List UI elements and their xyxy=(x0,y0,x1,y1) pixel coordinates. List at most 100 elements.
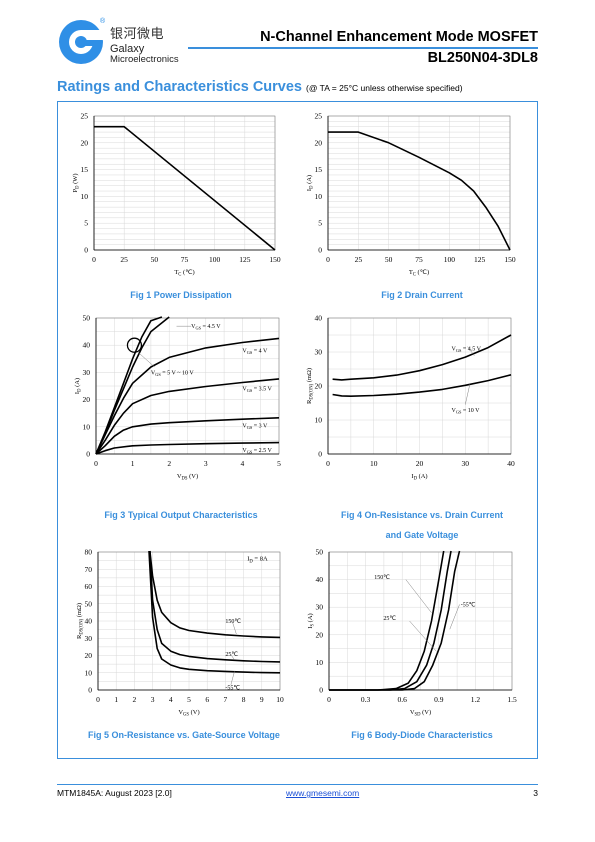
y-tick-label: 15 xyxy=(81,165,89,174)
y-tick-label: 40 xyxy=(85,617,93,626)
header-rule xyxy=(188,47,538,49)
y-tick-label: 5 xyxy=(84,219,88,228)
series-label: VGS = 4.5 V xyxy=(191,324,221,331)
label-leader-line xyxy=(465,384,471,405)
x-tick-label: 1.2 xyxy=(471,695,481,704)
plot-grid xyxy=(97,551,281,691)
label-leader-line xyxy=(230,654,235,660)
galaxy-logo-icon xyxy=(59,20,105,64)
series-line xyxy=(95,378,280,455)
label-leader-line xyxy=(467,346,475,356)
y-axis-label: RDS(ON) (mΩ) xyxy=(306,368,315,404)
y-axis-label: PD (W) xyxy=(72,173,81,192)
footer-page-number: 3 xyxy=(533,788,538,798)
y-tick-label: 0 xyxy=(318,246,322,255)
section-title: Ratings and Characteristics Curves (@ TA… xyxy=(57,79,463,95)
y-tick-label: 30 xyxy=(315,348,323,357)
caption-fig1: Fig 1 Power Dissipation xyxy=(130,290,232,300)
x-tick-label: 75 xyxy=(181,255,189,264)
x-axis-label: TC (℃) xyxy=(174,269,194,278)
fig6-svg: 0 0.3 0.6 0.9 1.2 1.5 0 10 20 30 40 50 VSD (V) IS (A)… xyxy=(307,548,517,718)
y-axis-label: ID (A) xyxy=(306,175,315,191)
y-tick-label: 20 xyxy=(316,630,324,639)
fig1-svg: 0 25 50 75 100 125 150 0 5 10 15 20 25 TC (℃) PD (W) xyxy=(72,112,281,278)
series-line xyxy=(332,374,512,397)
x-tick-label: 0.3 xyxy=(361,695,371,704)
caption-fig4-line2: and Gate Voltage xyxy=(385,530,459,540)
caption-fig5: Fig 5 On-Resistance vs. Gate-Source Volt… xyxy=(88,730,280,740)
y-axis-label: RDS(ON) (mΩ) xyxy=(76,603,85,639)
y-axis-label-group: ID (A) xyxy=(74,378,83,394)
caption-fig2: Fig 2 Drain Current xyxy=(381,290,463,300)
x-tick-label: 5 xyxy=(277,459,281,468)
y-axis-label-group: PD (W) xyxy=(72,173,81,192)
chart-annotation: ID = 8A xyxy=(247,556,268,565)
series-line xyxy=(95,441,280,455)
plot-grid xyxy=(93,115,276,251)
x-tick-label: 0 xyxy=(92,255,96,264)
x-axis-label: ID (A) xyxy=(411,473,427,482)
label-leader-line xyxy=(230,671,235,685)
label-leader-line xyxy=(405,579,432,613)
y-tick-label: 0 xyxy=(88,686,92,695)
footer-link[interactable]: www.gmesemi.com xyxy=(286,788,360,798)
y-tick-label: 40 xyxy=(316,575,324,584)
caption-fig4: Fig 4 On-Resistance vs. Drain Current xyxy=(340,510,504,520)
x-tick-label: 0 xyxy=(326,459,330,468)
figure-on-resistance-vs-drain-current: 0 10 20 30 40 0 10 20 30 40 ID (A) RDS(ON) (mΩ) VGS … xyxy=(303,312,523,487)
y-tick-label: 70 xyxy=(85,565,93,574)
logo-name: Galaxy xyxy=(110,43,145,55)
document-title: N-Channel Enhancement Mode MOSFET xyxy=(260,29,538,45)
y-tick-label: 40 xyxy=(83,341,91,350)
part-number: BL250N04-3DL8 xyxy=(427,50,538,66)
label-leader-line xyxy=(136,350,155,368)
y-tick-label: 20 xyxy=(81,138,89,147)
x-tick-label: 50 xyxy=(151,255,159,264)
x-tick-label: 0 xyxy=(94,459,98,468)
series-line xyxy=(148,550,281,674)
y-tick-label: 60 xyxy=(85,582,93,591)
x-axis-label: TC (℃) xyxy=(409,269,429,278)
x-tick-label: 4 xyxy=(169,695,173,704)
y-axis-label: IS (A) xyxy=(307,613,316,628)
y-axis-label-group: IS (A) xyxy=(307,613,316,628)
x-tick-label: 4 xyxy=(241,459,245,468)
footer-rule xyxy=(57,784,538,785)
series-label: VGS = 3.5 V xyxy=(242,387,272,394)
series-label: 150℃ xyxy=(225,619,241,625)
y-tick-label: 10 xyxy=(85,668,93,677)
y-axis-label-group: RDS(ON) (mΩ) xyxy=(76,603,85,639)
series-line xyxy=(149,550,281,639)
x-axis-label: VSD (V) xyxy=(410,709,431,718)
y-tick-label: 20 xyxy=(315,138,323,147)
y-tick-label: 10 xyxy=(83,422,91,431)
y-tick-label: 0 xyxy=(319,686,323,695)
series-label: -55℃ xyxy=(461,602,476,608)
x-tick-label: 25 xyxy=(355,255,363,264)
plot-grid xyxy=(327,115,511,251)
x-tick-label: 150 xyxy=(269,255,281,264)
y-tick-label: 50 xyxy=(316,548,324,557)
x-tick-label: 5 xyxy=(187,695,191,704)
y-tick-label: 30 xyxy=(85,634,93,643)
x-tick-label: 9 xyxy=(260,695,264,704)
series-label: VGS = 4 V xyxy=(242,349,268,356)
x-tick-label: 125 xyxy=(239,255,251,264)
plot-grid xyxy=(327,317,512,455)
y-tick-label: 10 xyxy=(315,416,323,425)
y-tick-label: 0 xyxy=(86,450,90,459)
series-line xyxy=(332,334,512,381)
caption-fig6: Fig 6 Body-Diode Characteristics xyxy=(351,730,493,740)
series-label: VGS = 2.5 V xyxy=(242,448,272,455)
y-tick-label: 5 xyxy=(318,219,322,228)
x-tick-label: 6 xyxy=(205,695,209,704)
y-tick-label: 20 xyxy=(85,651,93,660)
figure-power-dissipation: 0 25 50 75 100 125 150 0 5 10 15 20 25 TC (℃) PD (W) xyxy=(70,108,290,278)
registered-mark: ® xyxy=(100,18,106,25)
x-tick-label: 0 xyxy=(327,695,331,704)
y-tick-label: 0 xyxy=(318,450,322,459)
x-tick-label: 1.5 xyxy=(507,695,517,704)
x-tick-label: 3 xyxy=(151,695,155,704)
x-tick-label: 7 xyxy=(224,695,228,704)
